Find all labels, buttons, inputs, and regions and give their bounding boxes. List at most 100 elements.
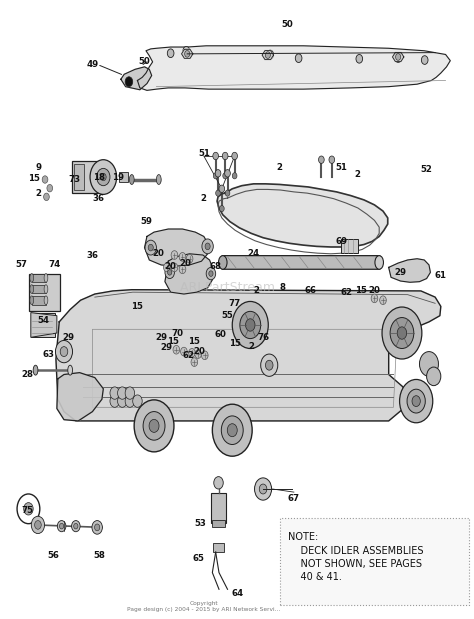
Circle shape <box>94 524 100 530</box>
Circle shape <box>183 46 190 55</box>
Text: 36: 36 <box>86 251 99 259</box>
Circle shape <box>171 251 178 259</box>
Text: 20: 20 <box>164 262 177 271</box>
Circle shape <box>110 387 119 399</box>
Text: 19: 19 <box>111 173 124 182</box>
Text: NOTE:
    DECK IDLER ASSEMBLIES
    NOT SHOWN, SEE PAGES
    40 & 41.: NOTE: DECK IDLER ASSEMBLIES NOT SHOWN, S… <box>288 532 423 582</box>
Text: 57: 57 <box>15 261 27 269</box>
Circle shape <box>189 348 195 357</box>
Ellipse shape <box>44 285 48 293</box>
Circle shape <box>259 484 267 494</box>
Circle shape <box>181 347 187 356</box>
Circle shape <box>380 296 386 305</box>
Ellipse shape <box>219 256 227 269</box>
Text: 2: 2 <box>253 287 259 295</box>
Bar <box>212 520 225 527</box>
Circle shape <box>221 416 243 444</box>
Circle shape <box>205 243 210 249</box>
Circle shape <box>395 54 401 63</box>
Circle shape <box>149 420 159 432</box>
Circle shape <box>164 263 170 272</box>
Text: 24: 24 <box>247 249 260 258</box>
Circle shape <box>118 395 127 407</box>
Circle shape <box>397 327 407 339</box>
FancyBboxPatch shape <box>280 518 469 605</box>
Circle shape <box>90 160 117 194</box>
Circle shape <box>267 50 273 59</box>
Bar <box>32 296 46 305</box>
Ellipse shape <box>129 175 134 184</box>
Polygon shape <box>389 259 430 282</box>
Circle shape <box>215 170 221 177</box>
Text: 74: 74 <box>48 261 61 269</box>
Text: 8: 8 <box>279 284 285 292</box>
Polygon shape <box>217 184 388 247</box>
Circle shape <box>143 412 165 440</box>
Text: 50: 50 <box>139 58 150 66</box>
Circle shape <box>24 503 33 515</box>
Text: 73: 73 <box>69 175 81 184</box>
Circle shape <box>60 347 68 357</box>
Bar <box>341 239 358 253</box>
Text: 68: 68 <box>210 262 222 271</box>
Circle shape <box>206 267 216 280</box>
Ellipse shape <box>33 365 38 375</box>
Text: 20: 20 <box>153 249 165 258</box>
Circle shape <box>57 521 66 532</box>
Circle shape <box>227 423 237 437</box>
Circle shape <box>329 156 335 163</box>
Circle shape <box>421 56 428 64</box>
Circle shape <box>202 239 213 254</box>
Text: 15: 15 <box>228 339 241 348</box>
Text: 66: 66 <box>304 287 317 295</box>
Circle shape <box>225 170 230 177</box>
Circle shape <box>148 245 153 251</box>
Text: 60: 60 <box>214 330 227 339</box>
Circle shape <box>214 477 223 489</box>
Circle shape <box>179 253 186 261</box>
Circle shape <box>74 524 78 529</box>
Text: 63: 63 <box>42 350 55 358</box>
Circle shape <box>390 318 414 348</box>
Circle shape <box>219 206 224 212</box>
Polygon shape <box>392 53 404 61</box>
Text: 29: 29 <box>394 268 407 277</box>
Circle shape <box>186 254 193 263</box>
Ellipse shape <box>30 296 34 305</box>
Bar <box>32 274 46 282</box>
Ellipse shape <box>30 274 34 282</box>
Text: 15: 15 <box>131 302 144 311</box>
Circle shape <box>225 190 230 196</box>
Circle shape <box>60 524 64 529</box>
Circle shape <box>100 173 106 181</box>
Circle shape <box>412 396 420 407</box>
Bar <box>119 172 128 182</box>
Text: 62: 62 <box>182 352 195 360</box>
Circle shape <box>232 301 268 348</box>
Circle shape <box>185 51 190 57</box>
Text: 59: 59 <box>140 217 152 226</box>
Text: 65: 65 <box>192 554 204 563</box>
Text: 75: 75 <box>21 506 34 515</box>
Circle shape <box>246 319 255 331</box>
Text: 67: 67 <box>288 494 300 503</box>
Polygon shape <box>121 67 152 90</box>
Circle shape <box>240 311 261 339</box>
Text: 51: 51 <box>335 163 347 171</box>
Polygon shape <box>56 290 441 421</box>
Circle shape <box>44 193 49 201</box>
Circle shape <box>133 395 142 407</box>
Text: 9: 9 <box>36 163 42 171</box>
Text: 49: 49 <box>86 61 99 69</box>
Text: 58: 58 <box>93 551 106 560</box>
Circle shape <box>201 351 208 360</box>
Text: 15: 15 <box>167 337 179 346</box>
Circle shape <box>427 367 441 386</box>
Ellipse shape <box>44 296 48 305</box>
Text: 61: 61 <box>435 271 447 280</box>
Text: 20: 20 <box>368 287 381 295</box>
Circle shape <box>400 379 433 423</box>
Text: 29: 29 <box>155 333 167 342</box>
Ellipse shape <box>68 365 73 375</box>
Circle shape <box>216 190 220 196</box>
